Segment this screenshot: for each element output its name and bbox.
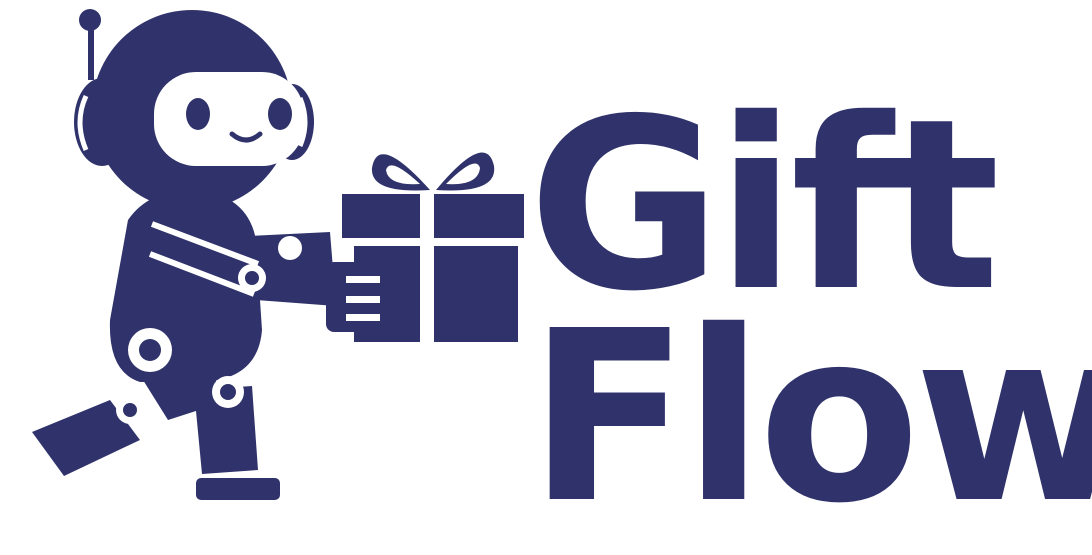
- brand-name-line-2: Flow: [528, 280, 1092, 555]
- robot-carrying-gift-icon: [32, 9, 524, 500]
- wordmark: Gift Flow: [528, 68, 1092, 536]
- brand-name-line-1: Gift: [528, 68, 1000, 343]
